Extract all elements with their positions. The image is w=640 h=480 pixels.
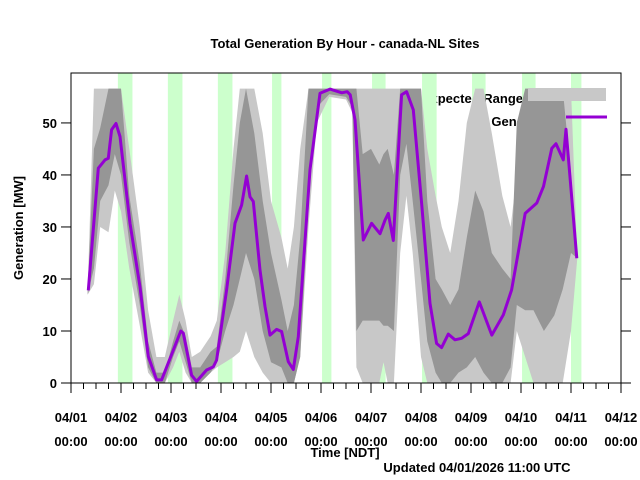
x-tick-label-time: 00:00 — [104, 434, 137, 449]
x-tick-label-date: 04/06 — [305, 410, 338, 425]
expected-range-areas — [87, 88, 578, 383]
x-tick-label-time: 00:00 — [54, 434, 87, 449]
x-tick-label-time: 00:00 — [554, 434, 587, 449]
x-tick-label-time: 00:00 — [354, 434, 387, 449]
y-tick-label: 50 — [43, 116, 57, 131]
x-tick-label-time: 00:00 — [504, 434, 537, 449]
generation-series — [86, 87, 579, 383]
y-tick-label: 0 — [50, 376, 57, 391]
chart-title: Total Generation By Hour - canada-NL Sit… — [211, 36, 480, 51]
x-tick-label-time: 00:00 — [604, 434, 637, 449]
x-tick-labels: 04/01 00:00 04/02 00:00 04/03 00:00 04/04 00:00… — [54, 410, 637, 449]
x-tick-label-date: 04/10 — [505, 410, 538, 425]
y-tick-label: 20 — [43, 272, 57, 287]
x-tick-label-date: 04/03 — [155, 410, 188, 425]
x-tick-label-date: 04/01 — [55, 410, 88, 425]
y-tick-label: 40 — [43, 168, 57, 183]
x-tick-label-date: 04/12 — [605, 410, 638, 425]
y-tick-label: 30 — [43, 220, 57, 235]
inner-range-area — [87, 88, 578, 383]
axes — [61, 72, 631, 393]
legend-swatches — [528, 88, 607, 119]
night-band — [322, 73, 332, 383]
x-tick-label-time: 00:00 — [454, 434, 487, 449]
y-tick-labels: 0 10 20 30 40 50 — [43, 116, 57, 391]
x-tick-label-date: 04/04 — [205, 410, 238, 425]
x-tick-label-time: 00:00 — [154, 434, 187, 449]
x-tick-label-date: 04/02 — [105, 410, 138, 425]
x-tick-label-date: 04/08 — [405, 410, 438, 425]
x-tick-label-date: 04/09 — [455, 410, 488, 425]
x-axis-label: Time [NDT] — [310, 445, 379, 460]
x-tick-label-time: 00:00 — [404, 434, 437, 449]
night-band — [571, 73, 582, 383]
x-tick-label-date: 04/11 — [555, 410, 587, 425]
y-tick-label: 10 — [43, 324, 57, 339]
x-tick-label-date: 04/05 — [255, 410, 288, 425]
x-tick-label-time: 00:00 — [304, 434, 337, 449]
x-tick-label-date: 04/07 — [355, 410, 388, 425]
x-tick-label-time: 00:00 — [254, 434, 287, 449]
generation-line — [86, 87, 579, 383]
legend-swatch-expected-range — [528, 88, 606, 101]
updated-timestamp: Updated 04/01/2026 11:00 UTC — [383, 460, 571, 475]
y-axis-label: Generation [MW] — [11, 176, 26, 280]
x-tick-label-time: 00:00 — [204, 434, 237, 449]
